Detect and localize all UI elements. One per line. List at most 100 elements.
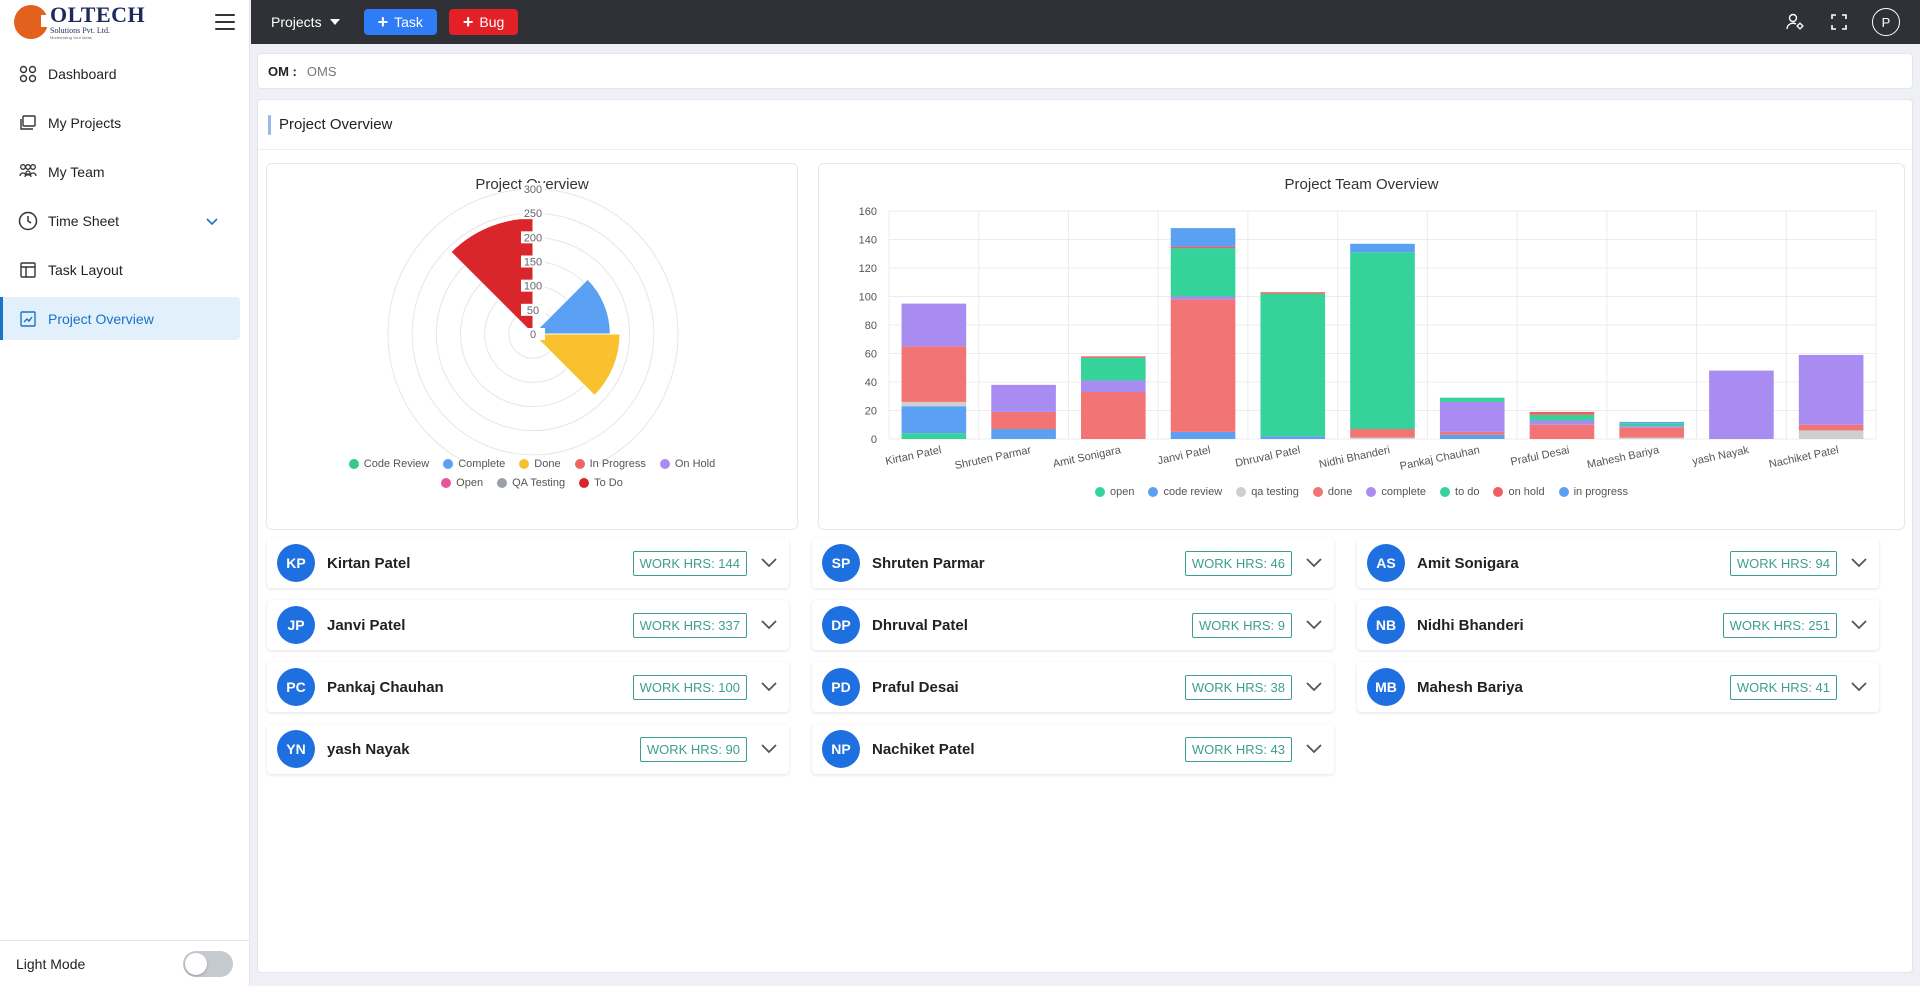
sidebar-item-my-team[interactable]: My Team: [0, 150, 240, 193]
chevron-down-icon[interactable]: [759, 677, 779, 697]
bar-segment-code-review[interactable]: [1260, 436, 1326, 439]
bar-segment-complete[interactable]: [991, 384, 1056, 412]
bar-segment-complete[interactable]: [1709, 370, 1774, 439]
bar-segment-complete[interactable]: [1170, 296, 1236, 300]
bar-segment-complete[interactable]: [1529, 420, 1595, 425]
bar-segment-in-progress[interactable]: [1350, 243, 1415, 253]
legend-item[interactable]: On Hold: [659, 458, 715, 470]
legend-item[interactable]: to do: [1440, 486, 1479, 498]
bar-segment-complete[interactable]: [1619, 426, 1684, 428]
legend-item[interactable]: In Progress: [574, 458, 646, 470]
member-card[interactable]: PD Praful Desai WORK HRS: 38: [812, 662, 1334, 712]
company-logo[interactable]: OLTECH Solutions Pvt. Ltd. Modernizing Y…: [14, 4, 145, 40]
bar-segment-to-do[interactable]: [1350, 252, 1415, 430]
projects-dropdown[interactable]: Projects: [271, 14, 340, 30]
legend-item[interactable]: complete: [1366, 486, 1426, 498]
legend-item[interactable]: Done: [519, 458, 561, 470]
chevron-down-icon[interactable]: [206, 213, 218, 229]
legend-item[interactable]: Code Review: [348, 458, 429, 470]
bar-segment-code-review[interactable]: [991, 429, 1056, 439]
bar-segment-to-do[interactable]: [1439, 397, 1505, 402]
bar-segment-qa-testing[interactable]: [1619, 437, 1684, 439]
legend-item[interactable]: in progress: [1558, 486, 1628, 498]
chevron-down-icon[interactable]: [1849, 615, 1869, 635]
bar-segment-qa-testing[interactable]: [1350, 437, 1415, 439]
legend-item[interactable]: open: [1095, 486, 1134, 498]
member-avatar: PD: [822, 668, 860, 706]
bar-segment-to-do[interactable]: [1619, 423, 1684, 427]
bar-segment-in-progress[interactable]: [1619, 421, 1684, 424]
sidebar-item-time-sheet[interactable]: Time Sheet: [0, 199, 240, 242]
legend-item[interactable]: code review: [1148, 486, 1222, 498]
bar-segment-complete[interactable]: [1081, 380, 1146, 392]
fullscreen-icon[interactable]: [1828, 11, 1850, 33]
chevron-down-icon[interactable]: [1849, 677, 1869, 697]
chevron-down-icon[interactable]: [1304, 615, 1324, 635]
legend-item[interactable]: QA Testing: [497, 477, 565, 489]
bar-segment-on-hold[interactable]: [1260, 292, 1326, 294]
chevron-down-icon[interactable]: [759, 553, 779, 573]
bar-segment-on-hold[interactable]: [1529, 411, 1595, 415]
light-mode-toggle[interactable]: [183, 950, 233, 977]
bar-segment-code-review[interactable]: [901, 406, 967, 434]
bar-segment-complete[interactable]: [1798, 354, 1864, 425]
bar-segment-done[interactable]: [1170, 299, 1236, 432]
member-card[interactable]: KP Kirtan Patel WORK HRS: 144: [267, 538, 789, 588]
bar-segment-to-do[interactable]: [1260, 293, 1326, 437]
chevron-down-icon[interactable]: [1304, 739, 1324, 759]
bar-segment-done[interactable]: [1798, 424, 1864, 431]
member-card[interactable]: SP Shruten Parmar WORK HRS: 46: [812, 538, 1334, 588]
polar-slice-complete[interactable]: [531, 278, 611, 335]
bar-segment-qa-testing[interactable]: [901, 401, 967, 407]
member-card[interactable]: PC Pankaj Chauhan WORK HRS: 100: [267, 662, 789, 712]
legend-item[interactable]: Open: [441, 477, 483, 489]
member-card[interactable]: AS Amit Sonigara WORK HRS: 94: [1357, 538, 1879, 588]
chevron-down-icon[interactable]: [759, 615, 779, 635]
add-task-button[interactable]: + Task: [363, 9, 437, 35]
bar-segment-open[interactable]: [901, 433, 967, 439]
bar-segment-done[interactable]: [1619, 427, 1684, 438]
legend-item[interactable]: done: [1312, 486, 1352, 498]
member-card[interactable]: NB Nidhi Bhanderi WORK HRS: 251: [1357, 600, 1879, 650]
chevron-down-icon[interactable]: [1304, 553, 1324, 573]
bar-segment-complete[interactable]: [901, 303, 967, 347]
legend-item[interactable]: qa testing: [1236, 486, 1299, 498]
user-avatar[interactable]: P: [1872, 8, 1900, 36]
member-card[interactable]: DP Dhruval Patel WORK HRS: 9: [812, 600, 1334, 650]
bar-segment-done[interactable]: [901, 346, 967, 402]
sidebar-item-my-projects[interactable]: My Projects: [0, 101, 240, 144]
sidebar-item-dashboard[interactable]: Dashboard: [0, 52, 240, 95]
legend-item[interactable]: Complete: [443, 458, 505, 470]
bar-segment-done[interactable]: [991, 411, 1056, 430]
member-card[interactable]: MB Mahesh Bariya WORK HRS: 41: [1357, 662, 1879, 712]
chevron-down-icon[interactable]: [1849, 553, 1869, 573]
bar-segment-done[interactable]: [1529, 424, 1595, 439]
bar-segment-on-hold[interactable]: [1170, 246, 1236, 249]
bar-segment-in-progress[interactable]: [1170, 228, 1236, 247]
bar-segment-to-do[interactable]: [1170, 248, 1236, 297]
legend-item[interactable]: on hold: [1493, 486, 1545, 498]
y-tick-label: 80: [865, 320, 877, 332]
sidebar-item-project-overview[interactable]: Project Overview: [0, 297, 240, 340]
bar-segment-done[interactable]: [1439, 431, 1505, 435]
bar-segment-done[interactable]: [1350, 429, 1415, 438]
polar-slice-done[interactable]: [531, 333, 621, 397]
bar-segment-qa-testing[interactable]: [1798, 430, 1864, 439]
bar-segment-to-do[interactable]: [1081, 357, 1146, 381]
legend-item[interactable]: To Do: [579, 477, 623, 489]
member-card[interactable]: JP Janvi Patel WORK HRS: 337: [267, 600, 789, 650]
menu-toggle-icon[interactable]: [215, 14, 235, 30]
bar-segment-complete[interactable]: [1439, 401, 1505, 432]
bar-segment-to-do[interactable]: [1529, 414, 1595, 421]
sidebar-item-task-layout[interactable]: Task Layout: [0, 248, 240, 291]
member-card[interactable]: NP Nachiket Patel WORK HRS: 43: [812, 724, 1334, 774]
chevron-down-icon[interactable]: [1304, 677, 1324, 697]
user-settings-icon[interactable]: [1784, 11, 1806, 33]
member-card[interactable]: YN yash Nayak WORK HRS: 90: [267, 724, 789, 774]
add-bug-button[interactable]: + Bug: [448, 9, 519, 35]
bar-segment-code-review[interactable]: [1170, 431, 1236, 439]
chevron-down-icon[interactable]: [759, 739, 779, 759]
bar-segment-done[interactable]: [1081, 391, 1146, 439]
bar-segment-code-review[interactable]: [1439, 434, 1505, 439]
bar-segment-on-hold[interactable]: [1081, 356, 1146, 358]
